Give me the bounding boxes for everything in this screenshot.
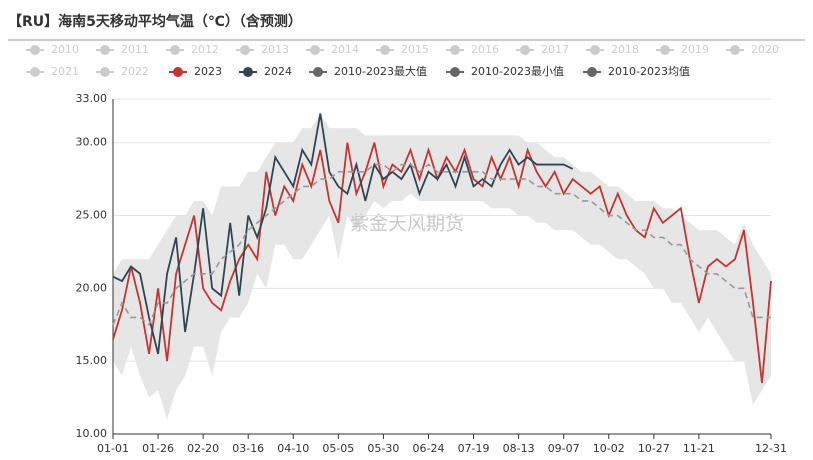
legend-icon [30, 67, 40, 77]
legend-icon [450, 67, 460, 77]
series-line [112, 113, 574, 355]
legend-label: 2023 [194, 65, 222, 78]
series-line [112, 163, 771, 327]
legend-label: 2010 [51, 43, 79, 56]
legend-icon [590, 45, 600, 55]
legend-icon [313, 67, 323, 77]
legend-label: 2017 [541, 43, 569, 56]
series-line [112, 142, 772, 384]
x-tick-label: 10-27 [638, 442, 670, 455]
legend-icon [100, 67, 110, 77]
x-tick-label: 05-05 [322, 442, 354, 455]
legend-icon [100, 45, 110, 55]
y-tick-label: 15.00 [76, 354, 108, 367]
legend-label: 2010-2023均值 [608, 65, 690, 78]
x-tick-label: 05-30 [367, 442, 399, 455]
legend-label: 2013 [261, 43, 289, 56]
legend-label: 2012 [191, 43, 219, 56]
band-lower [113, 193, 771, 434]
y-tick-label: 25.00 [76, 209, 108, 222]
legend-label: 2011 [121, 43, 149, 56]
x-tick-label: 01-26 [142, 442, 174, 455]
legend-label: 2020 [751, 43, 779, 56]
y-tick-label: 33.00 [76, 92, 108, 105]
legend-label: 2010-2023最小值 [471, 65, 564, 78]
legend-icon [30, 45, 40, 55]
y-tick-label: 10.00 [76, 427, 108, 440]
x-tick-label: 01-01 [97, 442, 129, 455]
legend-icon [587, 67, 597, 77]
watermark: 紫金天风期货 [350, 213, 464, 235]
legend-label: 2018 [611, 43, 639, 56]
x-tick-label: 02-20 [187, 442, 219, 455]
chart-title: 【RU】海南5天移动平均气温（℃）（含预测） [8, 13, 302, 30]
x-tick-label: 10-02 [593, 442, 625, 455]
legend-label: 2015 [401, 43, 429, 56]
legend-icon [730, 45, 740, 55]
x-tick-label: 12-31 [755, 442, 787, 455]
legend-icon [660, 45, 670, 55]
legend-label: 2016 [471, 43, 499, 56]
legend-label: 2014 [331, 43, 359, 56]
x-tick-label: 08-13 [503, 442, 535, 455]
legend-label: 2021 [51, 65, 79, 78]
legend-icon [243, 67, 253, 77]
x-tick-label: 04-10 [277, 442, 309, 455]
legend-icon [173, 67, 183, 77]
x-tick-label: 03-16 [232, 442, 264, 455]
legend-label: 2010-2023最大值 [334, 64, 427, 78]
legend-icon [310, 45, 320, 55]
legend-label: 2022 [121, 65, 149, 78]
legend-icon [450, 45, 460, 55]
x-tick-label: 07-19 [458, 442, 490, 455]
legend-icon [520, 45, 530, 55]
legend-label: 2019 [681, 43, 709, 56]
legend-icon [170, 45, 180, 55]
y-tick-label: 30.00 [76, 136, 108, 149]
x-tick-label: 06-24 [412, 442, 444, 455]
legend-label: 2024 [264, 65, 292, 78]
y-tick-label: 20.00 [76, 281, 108, 294]
x-tick-label: 09-07 [548, 442, 580, 455]
x-tick-label: 11-21 [683, 442, 715, 455]
legend-icon [380, 45, 390, 55]
legend-icon [240, 45, 250, 55]
